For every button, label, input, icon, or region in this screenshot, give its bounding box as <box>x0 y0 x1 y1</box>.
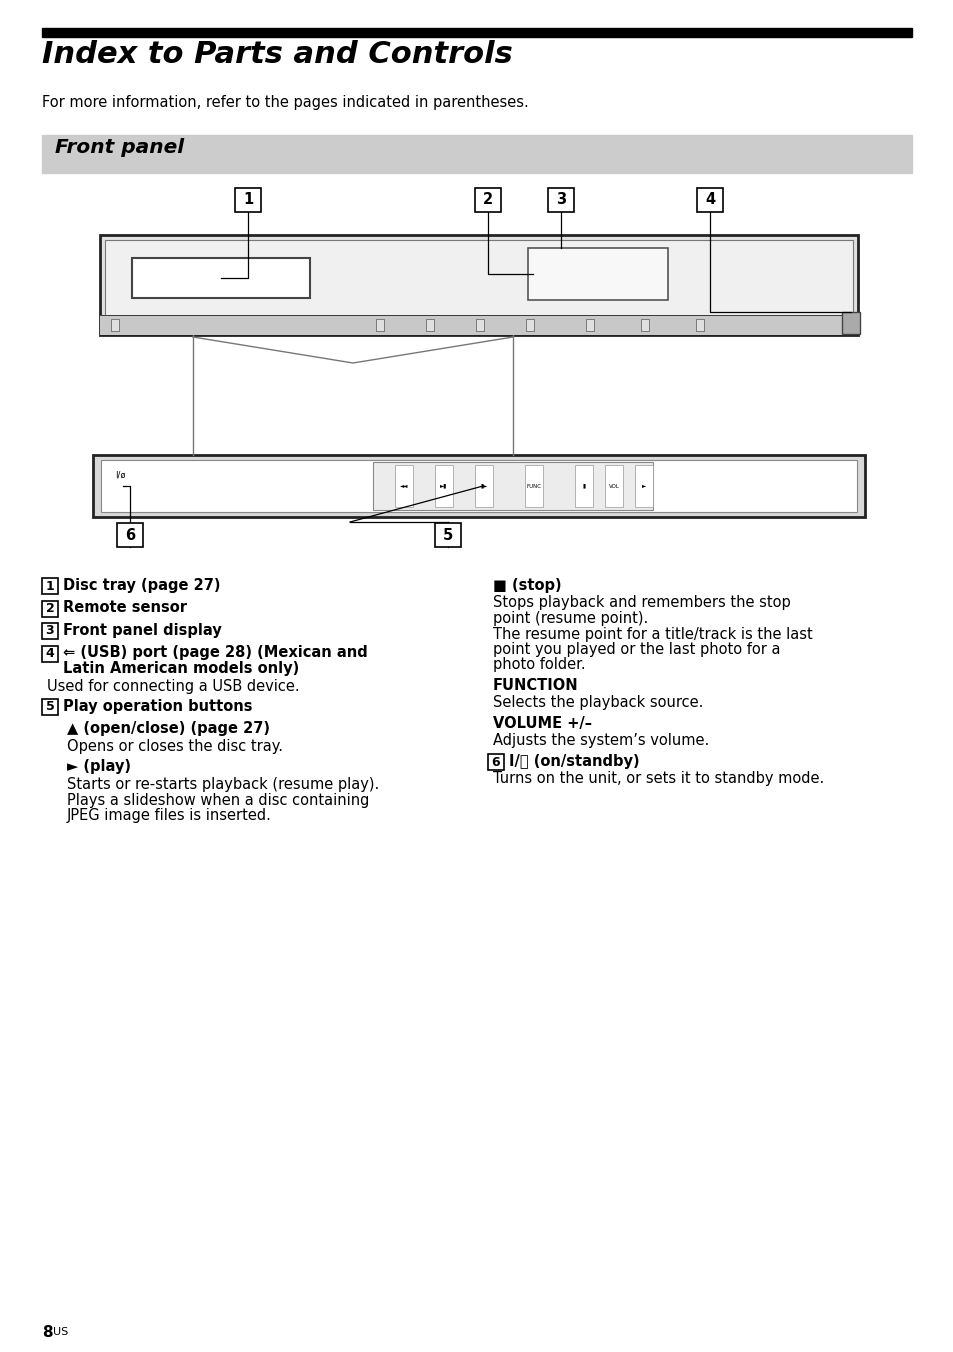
Bar <box>585 319 594 331</box>
Bar <box>475 188 500 212</box>
Text: 3: 3 <box>46 625 54 638</box>
Bar <box>42 28 911 37</box>
Text: 1: 1 <box>46 580 54 592</box>
Text: 8: 8 <box>42 1325 52 1340</box>
Text: ▮►: ▮► <box>480 484 487 488</box>
Text: point (resume point).: point (resume point). <box>493 611 648 626</box>
Bar <box>475 465 493 507</box>
Bar <box>527 247 667 300</box>
Text: Used for connecting a USB device.: Used for connecting a USB device. <box>47 679 299 694</box>
Text: I/⏻ (on/standby): I/⏻ (on/standby) <box>509 754 639 769</box>
Bar <box>697 188 722 212</box>
Text: ▮: ▮ <box>582 484 585 488</box>
Bar <box>42 135 911 173</box>
Text: 2: 2 <box>482 192 493 207</box>
Text: Index to Parts and Controls: Index to Parts and Controls <box>42 41 512 69</box>
Bar <box>375 319 384 331</box>
Text: Plays a slideshow when a disc containing: Plays a slideshow when a disc containing <box>67 792 369 807</box>
Text: FUNC: FUNC <box>526 484 541 488</box>
Text: ►▮: ►▮ <box>440 484 447 488</box>
Bar <box>42 623 58 639</box>
Text: The resume point for a title/track is the last: The resume point for a title/track is th… <box>493 626 812 641</box>
Bar <box>111 319 119 331</box>
Bar <box>395 465 413 507</box>
Text: Stops playback and remembers the stop: Stops playback and remembers the stop <box>493 595 790 611</box>
Text: 6: 6 <box>125 527 135 542</box>
Bar <box>42 579 58 594</box>
Text: ■ (stop): ■ (stop) <box>493 579 561 594</box>
Text: Latin American models only): Latin American models only) <box>63 661 299 676</box>
Text: 3: 3 <box>556 192 565 207</box>
Bar <box>100 315 857 335</box>
Text: Adjusts the system’s volume.: Adjusts the system’s volume. <box>493 734 708 749</box>
Bar <box>132 258 310 297</box>
Text: For more information, refer to the pages indicated in parentheses.: For more information, refer to the pages… <box>42 95 528 110</box>
Text: Front panel: Front panel <box>55 138 184 157</box>
Bar <box>117 523 143 548</box>
Bar <box>604 465 622 507</box>
Text: Opens or closes the disc tray.: Opens or closes the disc tray. <box>67 740 283 754</box>
Bar <box>635 465 652 507</box>
Bar <box>476 319 483 331</box>
Bar <box>435 523 460 548</box>
Bar <box>234 188 261 212</box>
Bar <box>92 456 864 516</box>
Bar <box>426 319 434 331</box>
Bar <box>42 600 58 617</box>
Text: Remote sensor: Remote sensor <box>63 600 187 615</box>
Text: 4: 4 <box>46 648 54 660</box>
Bar <box>435 465 453 507</box>
Bar <box>524 465 542 507</box>
Text: Front panel display: Front panel display <box>63 623 221 638</box>
Bar <box>696 319 703 331</box>
Bar <box>640 319 648 331</box>
Text: 4: 4 <box>704 192 715 207</box>
Text: JPEG image files is inserted.: JPEG image files is inserted. <box>67 808 272 823</box>
Text: ► (play): ► (play) <box>67 760 131 775</box>
Bar <box>100 235 857 335</box>
Bar <box>525 319 534 331</box>
Text: ▲ (open/close) (page 27): ▲ (open/close) (page 27) <box>67 722 270 737</box>
Text: ⇐ (USB) port (page 28) (Mexican and: ⇐ (USB) port (page 28) (Mexican and <box>63 645 367 661</box>
Text: Disc tray (page 27): Disc tray (page 27) <box>63 579 220 594</box>
Bar <box>488 754 503 771</box>
Text: 5: 5 <box>442 527 453 542</box>
Text: Turns on the unit, or sets it to standby mode.: Turns on the unit, or sets it to standby… <box>493 772 823 787</box>
Bar <box>42 645 58 661</box>
Text: I/ø: I/ø <box>115 470 126 480</box>
Text: ►: ► <box>641 484 645 488</box>
Text: 2: 2 <box>46 602 54 615</box>
Text: Starts or re-starts playback (resume play).: Starts or re-starts playback (resume pla… <box>67 777 379 792</box>
Text: VOLUME +/–: VOLUME +/– <box>493 717 592 731</box>
Text: 6: 6 <box>491 756 499 768</box>
Text: VOL: VOL <box>608 484 618 488</box>
Text: Play operation buttons: Play operation buttons <box>63 699 253 714</box>
Text: ◄◄: ◄◄ <box>399 484 408 488</box>
Text: US: US <box>53 1328 69 1337</box>
Bar <box>42 699 58 715</box>
Bar <box>101 460 856 512</box>
Bar <box>373 462 652 510</box>
Bar <box>105 241 852 330</box>
Text: photo folder.: photo folder. <box>493 657 585 672</box>
Text: point you played or the last photo for a: point you played or the last photo for a <box>493 642 780 657</box>
Text: FUNCTION: FUNCTION <box>493 677 578 694</box>
Text: 1: 1 <box>243 192 253 207</box>
Text: Selects the playback source.: Selects the playback source. <box>493 695 702 711</box>
Bar <box>547 188 574 212</box>
Text: 5: 5 <box>46 700 54 714</box>
Bar <box>841 312 859 334</box>
Bar <box>575 465 593 507</box>
